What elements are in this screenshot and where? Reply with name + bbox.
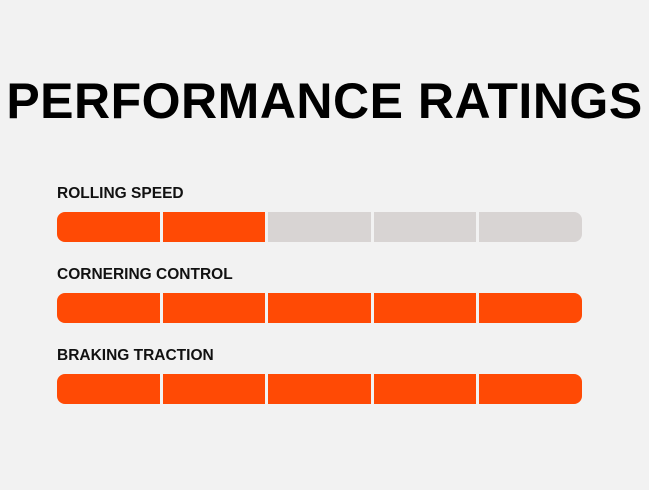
rating-segment-filled (57, 374, 160, 404)
rating-label: ROLLING SPEED (57, 185, 184, 202)
rating-bar (57, 293, 582, 323)
rating-segment-filled (373, 293, 477, 323)
rating-segment-filled (162, 374, 266, 404)
rating-cornering-control: CORNERING CONTROL (57, 264, 582, 323)
rating-braking-traction: BRAKING TRACTION (57, 345, 582, 404)
rating-segment-filled (373, 374, 477, 404)
page-title: PERFORMANCE RATINGS (6, 73, 643, 129)
rating-segment-filled (479, 374, 582, 404)
rating-segment-empty (268, 212, 371, 242)
rating-bar (57, 212, 582, 242)
rating-rolling-speed: ROLLING SPEED (57, 183, 582, 242)
rating-segment-filled (268, 293, 371, 323)
rating-bar (57, 374, 582, 404)
rating-segment-filled (268, 374, 371, 404)
rating-segment-filled (57, 212, 160, 242)
rating-segment-empty (373, 212, 477, 242)
rating-label: BRAKING TRACTION (57, 347, 214, 364)
rating-segment-filled (57, 293, 160, 323)
rating-label: CORNERING CONTROL (57, 266, 233, 283)
rating-segment-empty (479, 212, 582, 242)
rating-segment-filled (479, 293, 582, 323)
rating-segment-filled (162, 212, 266, 242)
rating-segment-filled (162, 293, 266, 323)
